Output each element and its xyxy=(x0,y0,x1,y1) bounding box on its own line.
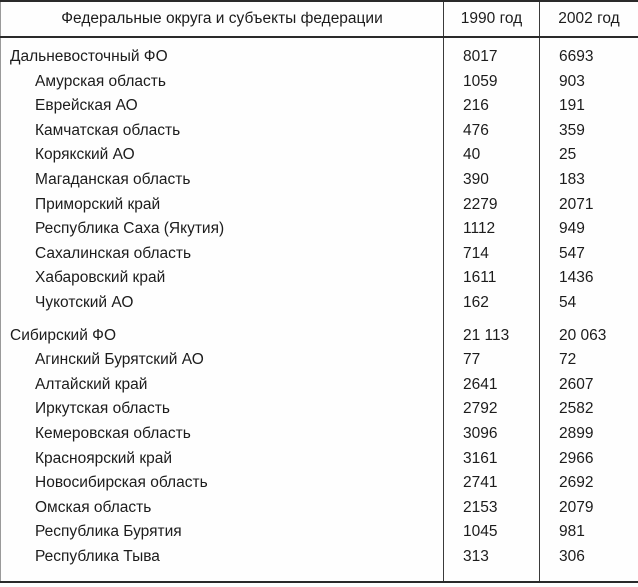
region-name-cell: Сибирский ФО xyxy=(10,326,117,344)
value-2002-cell: 981 xyxy=(539,520,638,545)
table-row: Кемеровская область 3096 2899 xyxy=(1,421,638,447)
value-1990-cell: 1059 xyxy=(443,69,540,95)
value-2002-cell: 547 xyxy=(539,241,638,267)
value-1990-cell: 2792 xyxy=(443,397,540,422)
region-name-cell: Приморский край xyxy=(35,195,161,213)
value-2002-cell: 2966 xyxy=(539,446,638,472)
table-row: Чукотский АО 162 54 xyxy=(1,290,638,316)
value-2002-cell: 949 xyxy=(539,217,638,242)
value-1990-cell: 1045 xyxy=(443,520,540,545)
table-row: Сахалинская область 714 547 xyxy=(1,241,638,267)
value-2002-cell: 2692 xyxy=(539,471,638,496)
value-2002-cell: 183 xyxy=(539,167,638,193)
value-2002-cell: 25 xyxy=(539,143,638,168)
spacer-cell xyxy=(1,569,444,582)
region-name-cell: Омская область xyxy=(35,498,152,516)
table-row: Алтайский край 2641 2607 xyxy=(1,372,638,398)
spacer-cell xyxy=(539,569,638,583)
bottom-spacer-row xyxy=(1,569,638,583)
region-name-cell: Иркутская область xyxy=(35,400,170,418)
region-name-cell: Красноярский край xyxy=(35,449,173,467)
region-name-cell: Агинский Бурятский АО xyxy=(35,351,204,369)
region-name-cell: Алтайский край xyxy=(35,375,148,393)
table-row: Хабаровский край 1611 1436 xyxy=(1,266,638,291)
value-2002-cell: 191 xyxy=(539,94,638,119)
table-row: Дальневосточный ФО 8017 6693 xyxy=(1,37,638,70)
value-1990-cell: 714 xyxy=(443,241,540,267)
value-2002-cell: 2899 xyxy=(539,421,638,447)
value-2002-cell: 1436 xyxy=(539,266,638,291)
region-name-cell: Республика Саха (Якутия) xyxy=(35,220,225,238)
table-row: Сибирский ФО 21 113 20 063 xyxy=(1,315,638,349)
column-header-regions: Федеральные округа и субъекты федерации xyxy=(0,1,444,38)
value-1990-cell: 476 xyxy=(443,118,540,144)
value-1990-cell: 3161 xyxy=(443,446,540,472)
table-row: Амурская область 1059 903 xyxy=(1,69,638,95)
table-row: Еврейская АО 216 191 xyxy=(1,94,638,119)
table-row: Корякский АО 40 25 xyxy=(1,143,638,168)
table-row: Республика Бурятия 1045 981 xyxy=(1,520,638,545)
region-name-cell: Хабаровский край xyxy=(35,269,166,287)
region-name-cell: Дальневосточный ФО xyxy=(10,48,168,65)
table-row: Иркутская область 2792 2582 xyxy=(1,397,638,422)
region-name-cell: Республика Тыва xyxy=(35,547,160,565)
value-1990-cell: 2641 xyxy=(443,372,540,398)
column-header-2002: 2002 год xyxy=(539,1,638,38)
value-1990-cell: 216 xyxy=(443,94,540,119)
value-2002-cell: 2079 xyxy=(539,495,638,521)
column-header-1990: 1990 год xyxy=(443,1,540,38)
table-row: Камчатская область 476 359 xyxy=(1,118,638,144)
value-1990-cell: 2741 xyxy=(443,471,540,496)
region-name-cell: Еврейская АО xyxy=(35,97,138,115)
value-1990-cell: 1611 xyxy=(443,266,540,291)
value-2002-cell: 306 xyxy=(539,544,638,570)
value-1990-cell: 2153 xyxy=(443,495,540,521)
table-footer xyxy=(1,569,638,583)
table-row: Магаданская область 390 183 xyxy=(1,167,638,193)
value-1990-cell: 1112 xyxy=(443,217,540,242)
value-1990-cell: 390 xyxy=(443,167,540,193)
value-2002-cell: 2607 xyxy=(539,372,638,398)
table-header-row: Федеральные округа и субъекты федерации … xyxy=(0,1,638,38)
value-2002-cell: 2582 xyxy=(539,397,638,422)
table-row: Приморский край 2279 2071 xyxy=(1,192,638,218)
table-header: Федеральные округа и субъекты федерации … xyxy=(0,1,638,38)
value-1990-cell: 2279 xyxy=(443,192,540,218)
spacer-cell xyxy=(443,569,540,583)
value-1990-cell: 77 xyxy=(443,348,540,373)
value-1990-cell: 313 xyxy=(443,544,540,570)
region-name-cell: Чукотский АО xyxy=(35,293,134,311)
region-name-cell: Кемеровская область xyxy=(35,424,191,442)
table-row: Республика Саха (Якутия) 1112 949 xyxy=(1,217,638,242)
value-1990-cell: 40 xyxy=(443,143,540,168)
value-1990-cell: 3096 xyxy=(443,421,540,447)
value-1990-cell: 8017 xyxy=(443,37,540,70)
value-2002-cell: 72 xyxy=(539,348,638,373)
table-row: Омская область 2153 2079 xyxy=(1,495,638,521)
table-body: Дальневосточный ФО 8017 6693 Амурская облас… xyxy=(1,37,638,570)
table-row: Республика Тыва 313 306 xyxy=(1,544,638,570)
region-name-cell: Магаданская область xyxy=(35,170,191,188)
value-2002-cell: 2071 xyxy=(539,192,638,218)
region-name-cell: Новосибирская область xyxy=(35,474,208,492)
table-row: Красноярский край 3161 2966 xyxy=(1,446,638,472)
value-2002-cell: 20 063 xyxy=(539,315,638,349)
value-2002-cell: 903 xyxy=(539,69,638,95)
region-name-cell: Амурская область xyxy=(35,72,166,90)
value-2002-cell: 359 xyxy=(539,118,638,144)
region-name-cell: Камчатская область xyxy=(35,121,181,139)
value-1990-cell: 21 113 xyxy=(443,315,540,349)
table-row: Агинский Бурятский АО 77 72 xyxy=(1,348,638,373)
region-name-cell: Республика Бурятия xyxy=(35,523,182,541)
table-row: Новосибирская область 2741 2692 xyxy=(1,471,638,496)
region-name-cell: Сахалинская область xyxy=(35,244,192,262)
value-2002-cell: 54 xyxy=(539,290,638,316)
value-2002-cell: 6693 xyxy=(539,37,638,70)
value-1990-cell: 162 xyxy=(443,290,540,316)
region-name-cell: Корякский АО xyxy=(35,146,135,164)
